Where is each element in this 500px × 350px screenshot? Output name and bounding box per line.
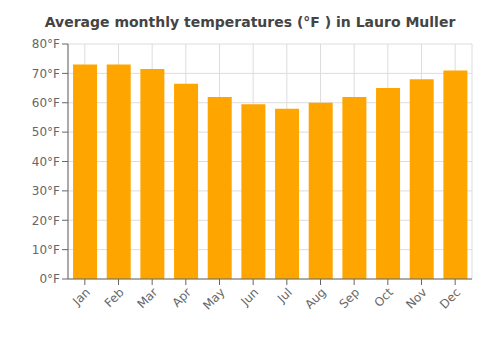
svg-text:May: May (200, 285, 227, 312)
svg-text:Sep: Sep (336, 285, 362, 311)
html-text:Average monthly temperatures (: Average monthly temperatures (°F ) in La… (44, 14, 456, 30)
svg-text:50°F: 50°F (32, 125, 60, 139)
svg-text:Feb: Feb (102, 285, 127, 310)
svg-text:30°F: 30°F (32, 184, 60, 198)
svg-text:40°F: 40°F (32, 155, 60, 169)
svg-text:Jul: Jul (274, 285, 295, 306)
svg-text:10°F: 10°F (32, 243, 60, 257)
svg-text:20°F: 20°F (32, 214, 60, 228)
svg-text:Mar: Mar (134, 285, 160, 311)
svg-text:Nov: Nov (403, 285, 429, 311)
svg-text:70°F: 70°F (32, 67, 60, 81)
svg-text:0°F: 0°F (39, 272, 60, 286)
svg-text:Oct: Oct (371, 285, 396, 310)
svg-text:Dec: Dec (437, 285, 463, 311)
svg-text:Aug: Aug (302, 285, 328, 311)
svg-text:Jan: Jan (69, 285, 93, 309)
svg-text:80°F: 80°F (32, 37, 60, 51)
svg-text:Jun: Jun (237, 285, 261, 309)
svg-text:60°F: 60°F (32, 96, 60, 110)
svg-text:Apr: Apr (169, 285, 194, 310)
